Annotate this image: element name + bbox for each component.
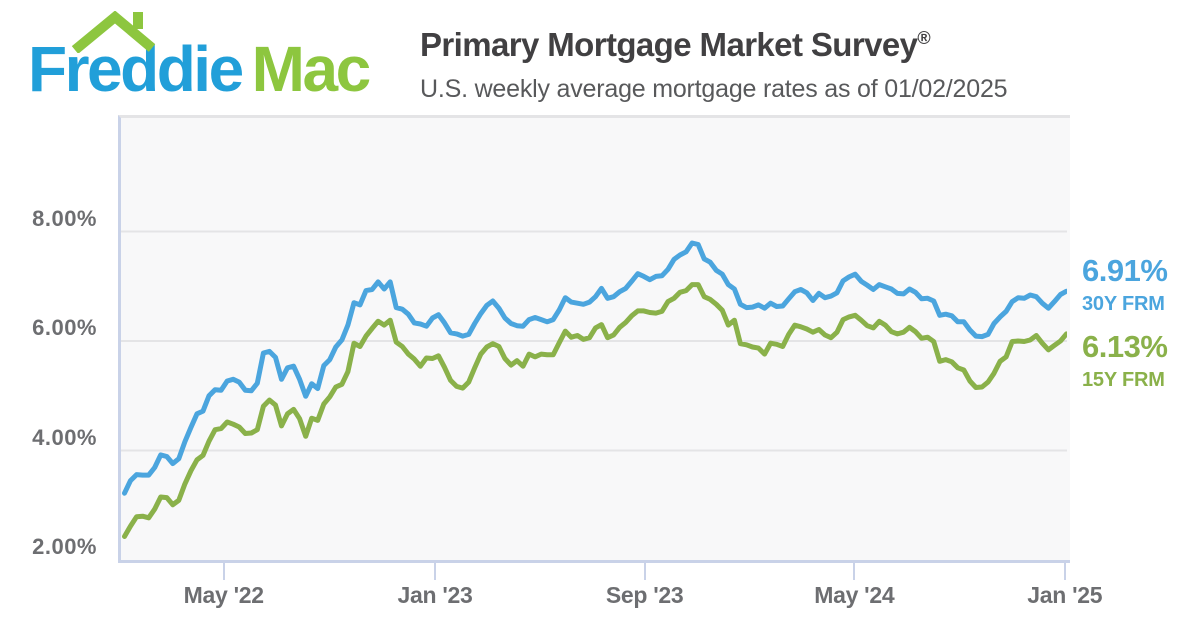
x-axis-label-Jan-25: Jan '25 xyxy=(1027,582,1103,608)
logo-text-mac: Mac xyxy=(251,33,372,105)
x-axis-tick xyxy=(434,561,437,580)
page-title: Primary Mortgage Market Survey® xyxy=(420,26,1007,64)
rate-line-30y-frm xyxy=(122,240,1067,496)
rate-line-15y-frm xyxy=(122,282,1067,539)
y-axis-label-2.00%: 2.00% xyxy=(32,534,97,559)
x-axis-label-Sep-23: Sep '23 xyxy=(605,582,684,608)
page-title-text: Primary Mortgage Market Survey xyxy=(420,26,918,63)
registered-trademark-symbol: ® xyxy=(917,28,931,48)
x-axis-tick xyxy=(643,561,646,580)
series-label-15y: 15Y FRM xyxy=(1082,369,1165,391)
roof-chimney-icon xyxy=(71,11,156,53)
title-block: Primary Mortgage Market Survey® U.S. wee… xyxy=(420,26,1008,104)
freddie-mac-logo: Freddie Mac xyxy=(28,11,371,101)
x-axis-label-May-22: May '22 xyxy=(183,582,264,608)
series-label-30y: 30Y FRM xyxy=(1082,293,1165,315)
annotation-15y-frm: 6.13% 15Y FRM xyxy=(1082,329,1168,392)
annotation-30y-frm: 6.91% 30Y FRM xyxy=(1082,253,1168,316)
y-axis-label-8.00%: 8.00% xyxy=(32,205,97,231)
y-axis-label-6.00%: 6.00% xyxy=(32,315,97,340)
page-subtitle: U.S. weekly average mortgage rates as of… xyxy=(420,75,1008,103)
x-axis-label-Jan-23: Jan '23 xyxy=(397,582,473,608)
x-axis-tick xyxy=(222,561,225,580)
rate-value-15y: 6.13% xyxy=(1082,329,1168,364)
y-axis-label-4.00%: 4.00% xyxy=(32,424,97,450)
x-axis-tick xyxy=(853,561,856,580)
x-axis-tick xyxy=(1063,561,1066,580)
rate-lines-canvas xyxy=(121,230,1067,539)
logo-text-freddie: Freddie xyxy=(28,33,244,105)
x-axis-label-May-24: May '24 xyxy=(814,582,895,608)
plot-area xyxy=(118,115,1070,563)
rate-value-30y: 6.91% xyxy=(1082,253,1168,288)
